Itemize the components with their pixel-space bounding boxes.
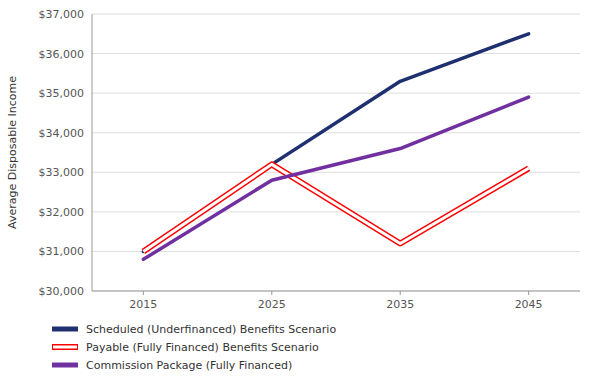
x-tick xyxy=(143,291,144,295)
chart-container: $30,000 $31,000 $32,000 $33,000 $34,000 $35,0… xyxy=(0,0,600,381)
series-line xyxy=(143,34,528,252)
grid-line xyxy=(92,14,580,15)
grid-line xyxy=(92,172,580,173)
x-tick-label: 2025 xyxy=(258,298,286,311)
x-tick xyxy=(271,291,272,295)
legend-swatch xyxy=(52,344,78,350)
series-line xyxy=(143,97,528,259)
grid xyxy=(92,14,580,291)
y-axis-line xyxy=(92,14,93,291)
grid-line xyxy=(92,53,580,54)
series-line-outline xyxy=(143,164,528,251)
y-tick-label: $31,000 xyxy=(39,245,85,258)
y-axis-label: Average Disposable Income xyxy=(6,76,19,229)
y-tick-label: $35,000 xyxy=(39,87,85,100)
grid-line xyxy=(92,291,580,292)
grid-line xyxy=(92,211,580,212)
x-axis-line xyxy=(92,291,580,292)
plot-area xyxy=(143,34,528,260)
series-line-fill xyxy=(143,164,528,251)
legend-label: Payable (Fully Financed) Benefits Scenar… xyxy=(86,341,319,354)
x-tick xyxy=(400,291,401,295)
x-tick-label: 2015 xyxy=(129,298,157,311)
y-tick-label: $36,000 xyxy=(39,48,85,61)
y-tick-label: $33,000 xyxy=(39,166,85,179)
legend-swatch xyxy=(52,327,78,332)
axes: $30,000 $31,000 $32,000 $33,000 $34,000 $35,0… xyxy=(39,8,581,311)
legend: Scheduled (Underfinanced) Benefits Scena… xyxy=(52,323,336,372)
y-tick-label: $34,000 xyxy=(39,127,85,140)
y-tick-label: $30,000 xyxy=(39,285,85,298)
legend-label: Scheduled (Underfinanced) Benefits Scena… xyxy=(86,323,336,336)
y-tick-label: $37,000 xyxy=(39,8,85,21)
x-tick xyxy=(528,291,529,295)
y-tick-label: $32,000 xyxy=(39,206,85,219)
chart: $30,000 $31,000 $32,000 $33,000 $34,000 $35,0… xyxy=(0,0,600,381)
legend-label: Commission Package (Fully Financed) xyxy=(86,359,292,372)
x-tick-label: 2035 xyxy=(386,298,414,311)
grid-line xyxy=(92,93,580,94)
legend-swatch xyxy=(52,363,78,368)
legend-swatch-fill xyxy=(53,346,77,349)
grid-line xyxy=(92,251,580,252)
x-tick-label: 2045 xyxy=(515,298,543,311)
grid-line xyxy=(92,132,580,133)
